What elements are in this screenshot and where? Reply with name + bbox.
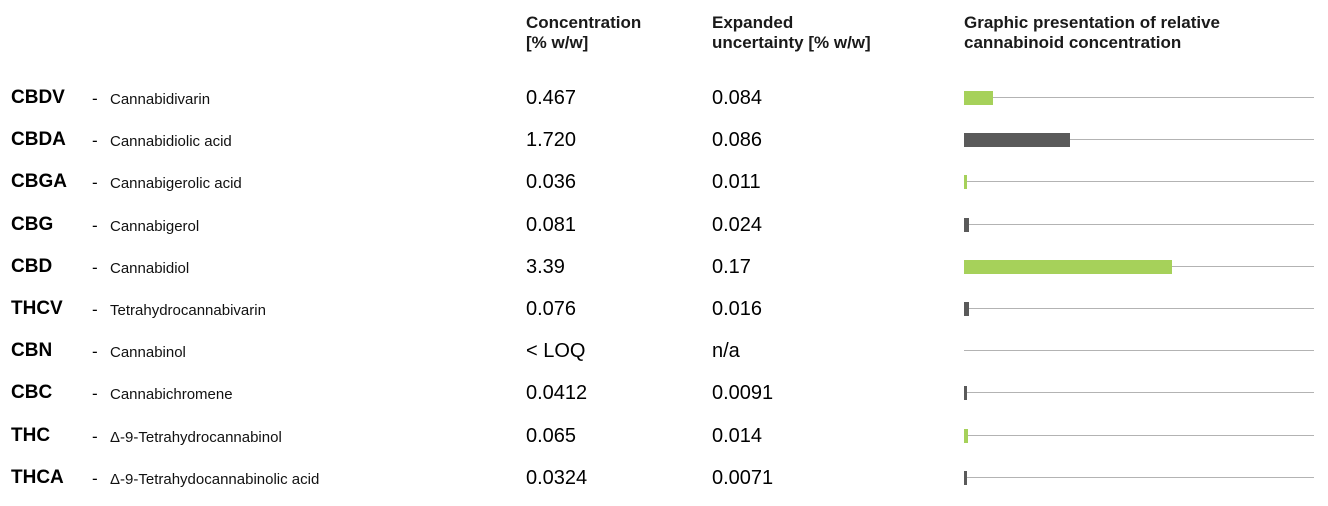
concentration-value: < LOQ — [526, 340, 586, 363]
concentration-bar-track — [964, 470, 1314, 485]
concentration-bar — [964, 217, 969, 232]
separator-dash: - — [92, 426, 98, 446]
uncertainty-value: 0.0071 — [712, 466, 774, 489]
cannabinoid-abbreviation: CBDA — [11, 129, 66, 151]
concentration-bar — [964, 470, 967, 485]
header-concentration-line2: [% w/w] — [526, 33, 589, 52]
bar-axis-line — [964, 392, 1314, 394]
header-uncertainty-line2: uncertainty [% w/w] — [712, 33, 871, 52]
concentration-bar-track — [964, 259, 1314, 274]
table-row: CBC - Cannabichromene 0.0412 0.0091 — [0, 381, 1328, 421]
bar-axis-line — [964, 350, 1314, 352]
cannabinoid-abbreviation: CBDV — [11, 87, 65, 108]
concentration-value: 0.065 — [526, 424, 577, 447]
bar-axis-line — [964, 181, 1314, 183]
cannabinoid-abbreviation: THCA — [11, 466, 64, 488]
uncertainty-value: 0.024 — [712, 213, 763, 236]
concentration-bar-track — [964, 428, 1314, 443]
uncertainty-value: 0.016 — [712, 298, 763, 320]
concentration-value: 0.0324 — [526, 466, 588, 489]
separator-dash: - — [92, 257, 98, 277]
uncertainty-value: 0.084 — [712, 87, 763, 109]
table-row: THCA - Δ-9-Tetrahydocannabinolic acid 0.032… — [0, 466, 1328, 506]
concentration-value: 3.39 — [526, 255, 565, 278]
concentration-bar — [964, 175, 967, 190]
cannabinoid-abbreviation: THC — [11, 424, 51, 446]
uncertainty-value: 0.0091 — [712, 382, 774, 405]
cannabinoid-name: Tetrahydrocannabivarin — [110, 302, 266, 319]
separator-dash: - — [92, 300, 98, 319]
concentration-bar — [964, 428, 968, 443]
concentration-value: 0.0412 — [526, 382, 588, 405]
header-uncertainty: Expanded uncertainty [% w/w] — [712, 13, 871, 53]
concentration-bar — [964, 386, 967, 401]
concentration-bar-track — [964, 175, 1314, 190]
bar-axis-line — [964, 476, 1314, 478]
cannabinoid-name: Δ-9-Tetrahydrocannabinol — [110, 428, 282, 446]
cannabinoid-name: Cannabidivarin — [110, 91, 211, 108]
concentration-bar-track — [964, 386, 1314, 401]
cannabinoid-name: Cannabigerol — [110, 217, 200, 235]
separator-dash: - — [92, 468, 98, 488]
cannabinoid-name: Δ-9-Tetrahydocannabinolic acid — [110, 470, 320, 488]
bar-axis-line — [964, 434, 1314, 436]
concentration-bar — [964, 91, 993, 105]
uncertainty-value: 0.086 — [712, 129, 763, 152]
header-uncertainty-line1: Expanded — [712, 13, 794, 32]
cannabinoid-name: Cannabinol — [110, 344, 186, 362]
table-row: THCV - Tetrahydrocannabivarin 0.076 0.016 — [0, 297, 1328, 337]
bar-axis-line — [964, 139, 1314, 141]
table-row: THC - Δ-9-Tetrahydrocannabinol 0.065 0.014 — [0, 424, 1328, 464]
table-row: CBN - Cannabinol < LOQ n/a — [0, 339, 1328, 379]
separator-dash: - — [92, 215, 98, 235]
concentration-bar-track — [964, 91, 1314, 105]
header-graphic: Graphic presentation of relative cannabi… — [964, 13, 1220, 53]
separator-dash: - — [92, 342, 98, 362]
cannabinoid-abbreviation: CBC — [11, 382, 53, 404]
cannabinoid-abbreviation: CBD — [11, 255, 53, 277]
table-row: CBG - Cannabigerol 0.081 0.024 — [0, 213, 1328, 253]
separator-dash: - — [92, 89, 98, 108]
cannabinoid-abbreviation: THCV — [11, 298, 63, 319]
concentration-value: 0.036 — [526, 171, 577, 194]
concentration-bar-track — [964, 344, 1314, 358]
cannabinoid-abbreviation: CBN — [11, 340, 53, 362]
cannabinoid-abbreviation: CBGA — [11, 171, 67, 193]
cannabinoid-name: Cannabichromene — [110, 386, 233, 404]
concentration-bar-track — [964, 217, 1314, 232]
header-graphic-line1: Graphic presentation of relative — [964, 13, 1221, 32]
cannabinoid-name: Cannabigerolic acid — [110, 175, 242, 193]
separator-dash: - — [92, 131, 98, 151]
uncertainty-value: 0.011 — [712, 171, 761, 194]
uncertainty-value: 0.014 — [712, 424, 763, 447]
table-row: CBDV - Cannabidivarin 0.467 0.084 — [0, 86, 1328, 126]
concentration-value: 0.076 — [526, 298, 577, 320]
header-concentration-line1: Concentration — [526, 13, 642, 32]
concentration-value: 0.467 — [526, 87, 577, 109]
uncertainty-value: n/a — [712, 340, 740, 363]
concentration-bar — [964, 259, 1173, 274]
bar-axis-line — [964, 223, 1314, 225]
separator-dash: - — [92, 173, 98, 193]
concentration-bar — [964, 302, 969, 316]
concentration-bar-track — [964, 133, 1314, 148]
separator-dash: - — [92, 384, 98, 404]
bar-axis-line — [964, 308, 1314, 309]
uncertainty-value: 0.17 — [712, 255, 751, 278]
header-graphic-line2: cannabinoid concentration — [964, 33, 1182, 52]
table-row: CBDA - Cannabidiolic acid 1.720 0.086 — [0, 128, 1328, 168]
bar-axis-line — [964, 97, 1314, 98]
cannabinoid-abbreviation: CBG — [11, 213, 54, 235]
header-concentration: Concentration [% w/w] — [526, 13, 641, 53]
cannabinoid-name: Cannabidiol — [110, 259, 190, 277]
table-row: CBD - Cannabidiol 3.39 0.17 — [0, 255, 1328, 295]
concentration-value: 1.720 — [526, 129, 577, 152]
concentration-bar — [964, 133, 1070, 148]
concentration-bar-track — [964, 302, 1314, 316]
table-row: CBGA - Cannabigerolic acid 0.036 0.011 — [0, 170, 1328, 210]
concentration-value: 0.081 — [526, 213, 577, 236]
cannabinoid-name: Cannabidiolic acid — [110, 133, 232, 151]
